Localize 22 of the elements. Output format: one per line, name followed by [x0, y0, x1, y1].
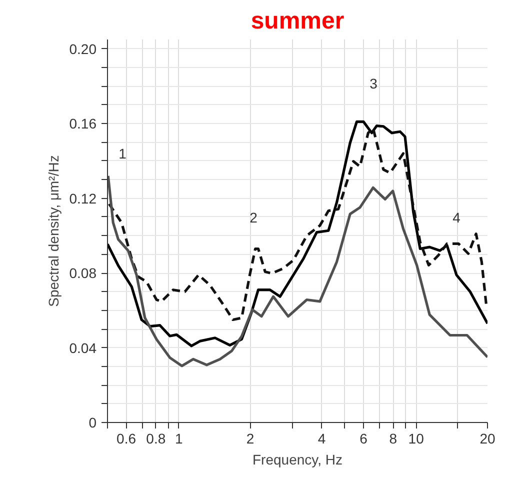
annotation: 1 — [118, 146, 127, 162]
x-tick-label: 0.8 — [146, 430, 166, 446]
x-tick-label: 0.6 — [116, 430, 136, 446]
annotation: 4 — [452, 210, 461, 226]
y-tick-label: 0.12 — [69, 190, 97, 206]
x-tick-label: 20 — [480, 430, 496, 446]
x-axis-title: Frequency, Hz — [252, 452, 342, 468]
x-tick-label: 2 — [246, 430, 254, 446]
y-tick-label: 0.08 — [69, 265, 97, 282]
y-tick-label: 0.16 — [69, 116, 97, 132]
annotation: 2 — [250, 210, 258, 226]
x-tick-label: 6 — [360, 430, 368, 446]
y-tick-label: 0.20 — [69, 40, 97, 57]
annotation: 3 — [370, 76, 378, 92]
y-tick-label: 0.04 — [69, 340, 97, 356]
x-tick-label: 10 — [408, 430, 424, 446]
x-tick-label: 4 — [318, 430, 326, 446]
x-tick-label: 1 — [175, 430, 184, 446]
y-tick-label: 0 — [88, 414, 97, 430]
chart-title: summer — [250, 8, 344, 34]
x-tick-label: 8 — [389, 430, 398, 446]
y-axis-title: Spectral density, μm²/Hz — [45, 155, 62, 307]
